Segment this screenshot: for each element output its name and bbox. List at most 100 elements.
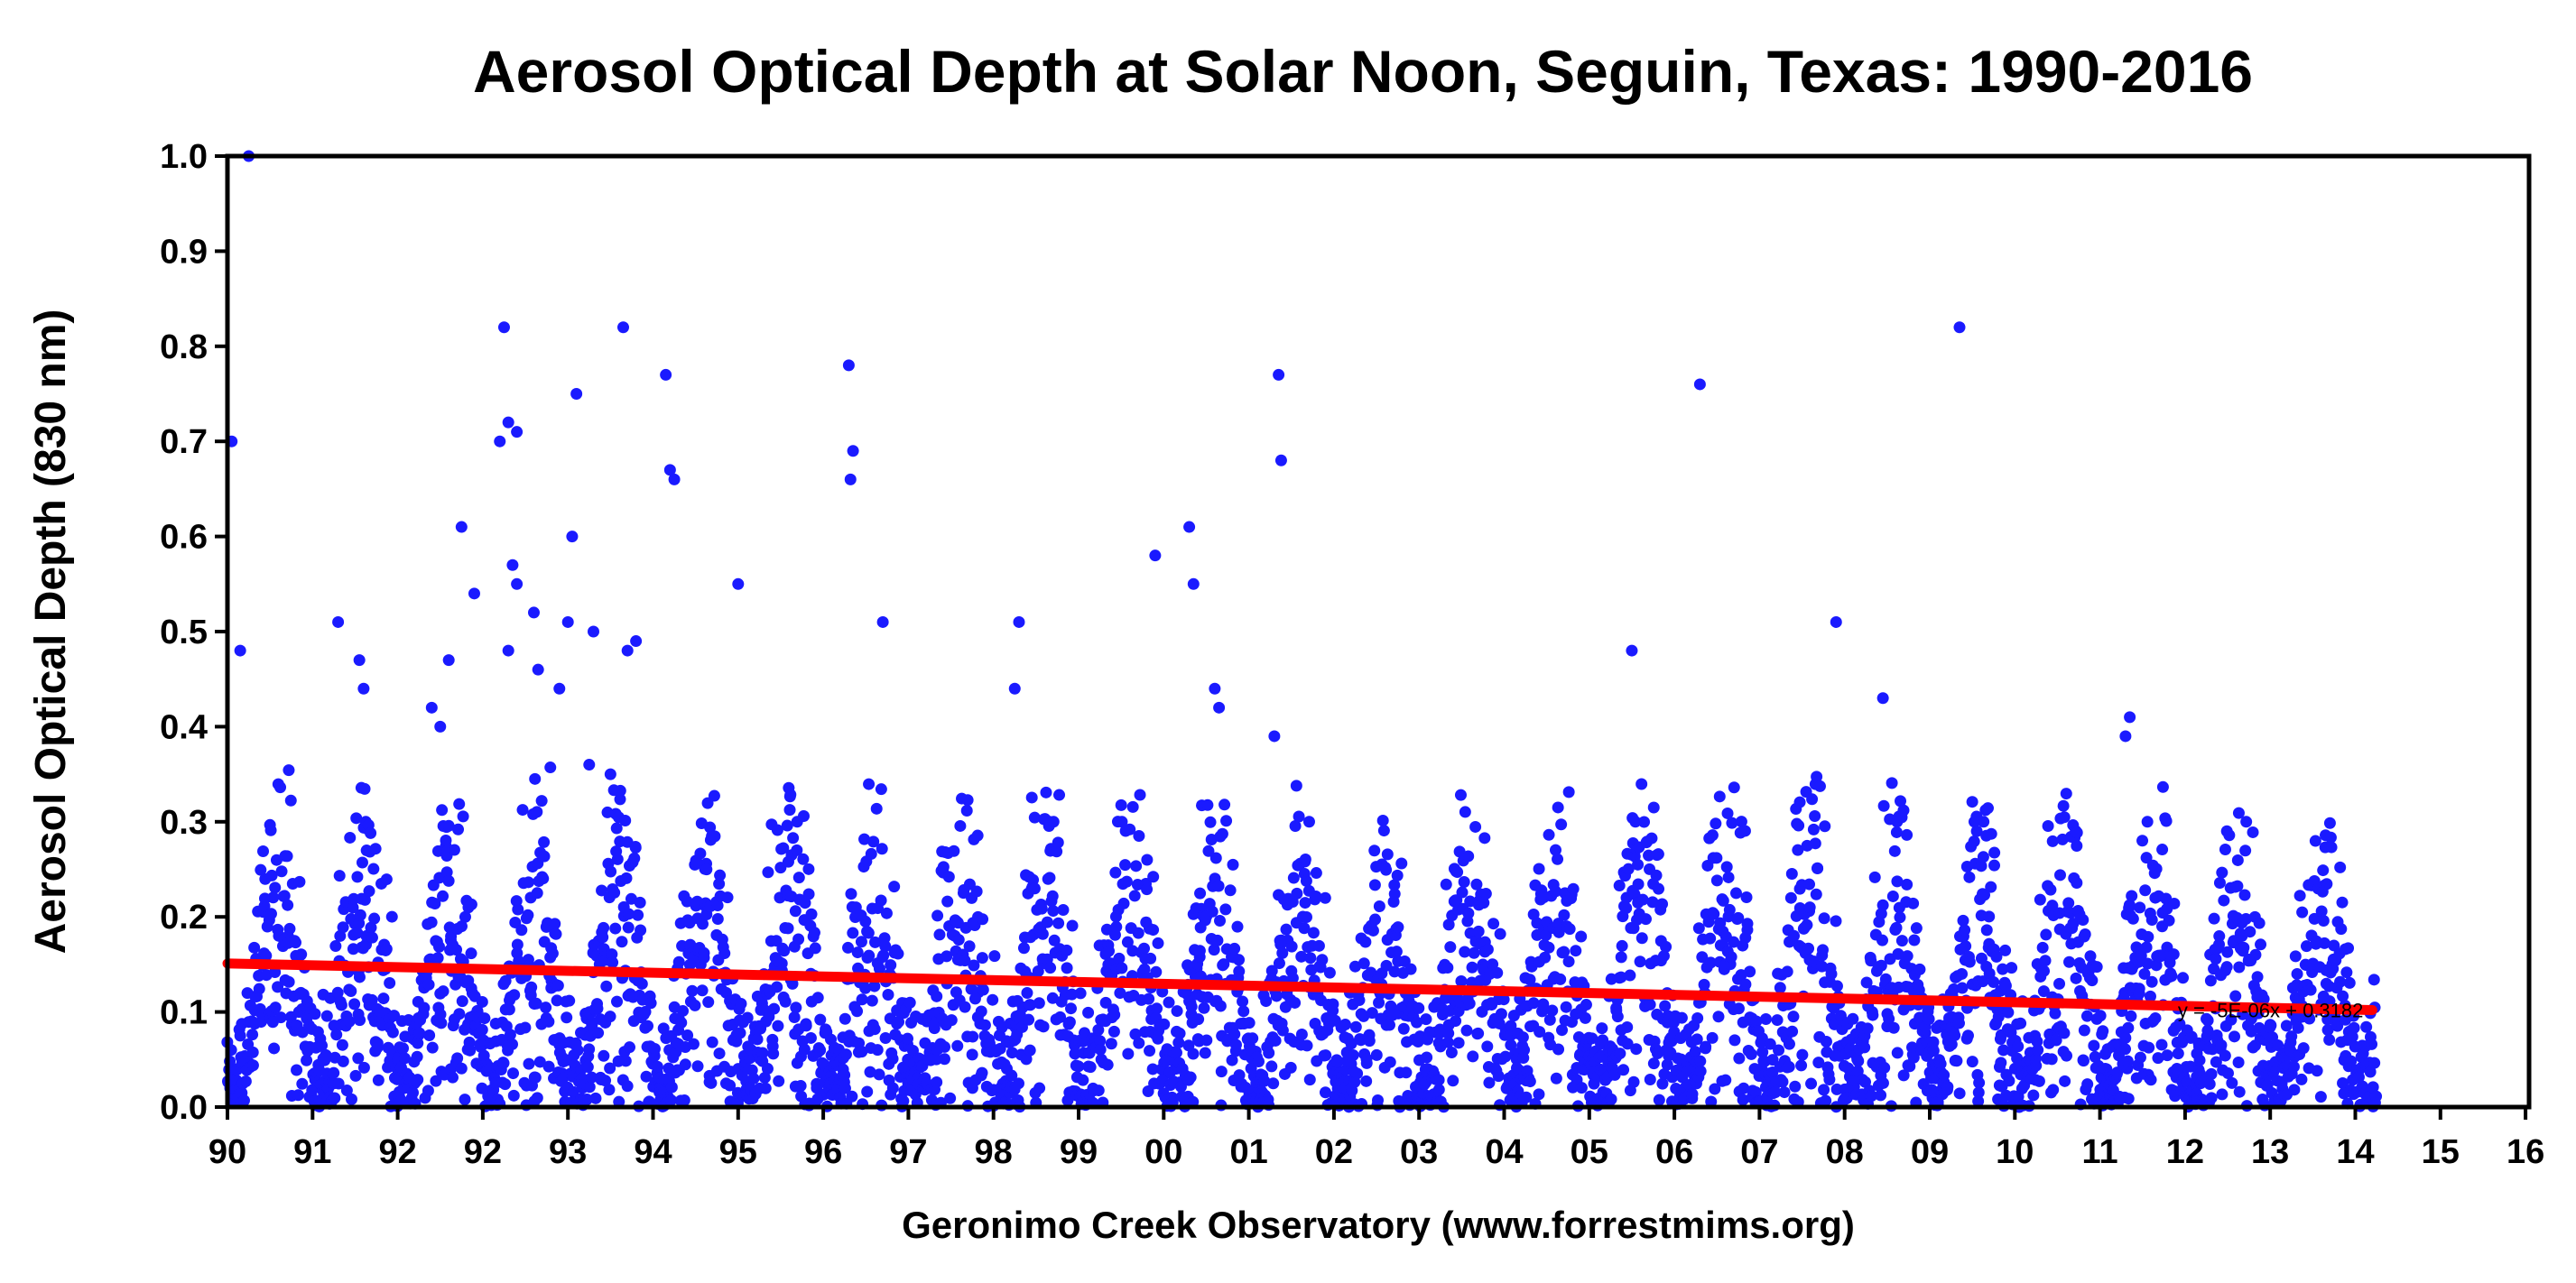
data-point [1319, 1086, 1331, 1099]
x-tick-label: 02 [1315, 1133, 1353, 1171]
data-point [1878, 1061, 1891, 1074]
data-point [440, 834, 452, 846]
data-point [2314, 1091, 2327, 1103]
data-point [1801, 918, 1813, 931]
data-point [331, 986, 344, 999]
data-point [1675, 1011, 1688, 1024]
data-point [2238, 941, 2250, 954]
data-point [1970, 825, 1983, 837]
data-point [1952, 1017, 1965, 1029]
data-point [2318, 937, 2330, 949]
data-point [1910, 922, 1923, 935]
data-point [2233, 961, 2246, 974]
data-point [1033, 997, 1045, 1010]
data-point [960, 805, 973, 817]
data-point [2218, 894, 2230, 907]
data-point [234, 644, 246, 657]
data-point [2167, 948, 2180, 961]
data-point [2037, 985, 2050, 998]
data-point [1061, 944, 1073, 956]
data-point [931, 990, 943, 1002]
data-point [1359, 936, 1372, 948]
data-point [2334, 861, 2347, 873]
data-point [1116, 816, 1128, 828]
data-point [1646, 896, 1659, 909]
data-point [1605, 1093, 1617, 1105]
data-point [1887, 1021, 1900, 1034]
data-point [332, 1077, 345, 1090]
data-point [358, 782, 371, 795]
trendline-group: y = -5E-06x + 0.3182 [222, 958, 2377, 1021]
data-point [794, 1080, 807, 1093]
data-point [1712, 1011, 1725, 1023]
data-point [961, 794, 974, 807]
x-tick-label: 98 [975, 1133, 1013, 1171]
data-point [2033, 1075, 2045, 1087]
data-point [570, 388, 583, 400]
data-point [599, 1075, 612, 1087]
data-point [1066, 988, 1079, 1001]
data-point [592, 1027, 605, 1039]
data-point [1130, 860, 1143, 872]
data-point [988, 950, 1001, 963]
data-point [1360, 1057, 1373, 1069]
data-point [1392, 921, 1404, 934]
data-point [1215, 1066, 1228, 1078]
data-point [2134, 901, 2146, 914]
data-point [234, 1029, 246, 1042]
data-point [1286, 972, 1299, 984]
data-point [978, 1019, 991, 1031]
data-point [713, 878, 726, 891]
data-point [771, 824, 783, 836]
data-point [2337, 990, 2349, 1002]
data-point [1293, 810, 1305, 823]
data-point [975, 1005, 987, 1018]
data-point [2309, 835, 2321, 847]
data-point [1830, 980, 1843, 992]
data-point [868, 1023, 881, 1036]
data-point [255, 863, 267, 876]
data-point [442, 874, 455, 887]
data-point [1624, 969, 1636, 982]
data-point [616, 321, 629, 334]
data-point [1470, 878, 1483, 891]
data-point [1531, 928, 1543, 941]
data-point [1988, 846, 2001, 859]
data-point [1052, 836, 1064, 849]
data-point [1372, 1094, 1385, 1106]
data-point [351, 927, 364, 939]
data-point [1260, 995, 1273, 1008]
data-point [1740, 891, 1753, 903]
data-point [1722, 871, 1735, 883]
data-point [1524, 1075, 1536, 1088]
data-point [1213, 701, 1226, 714]
data-point [553, 682, 566, 695]
data-point [771, 981, 783, 993]
data-point [779, 995, 792, 1008]
data-point [2253, 917, 2266, 929]
data-point [2297, 1042, 2310, 1055]
data-point [933, 928, 946, 941]
data-point [2059, 1075, 2071, 1087]
data-point [2201, 1014, 2214, 1027]
data-point [621, 1080, 634, 1093]
data-point [1639, 913, 1652, 926]
data-point [782, 922, 794, 935]
data-point [2156, 780, 2169, 793]
data-point [2044, 883, 2057, 896]
data-point [665, 1081, 678, 1094]
data-point [1643, 849, 1655, 862]
data-point [629, 840, 642, 853]
data-point [751, 1033, 764, 1046]
data-point [343, 1015, 356, 1028]
data-point [246, 1046, 259, 1058]
data-point [1072, 1060, 1085, 1073]
data-point [1980, 924, 1993, 937]
data-point [1652, 848, 1664, 861]
data-point [1972, 1086, 1985, 1099]
data-point [282, 899, 294, 911]
data-point [1395, 857, 1408, 870]
data-point [1128, 890, 1141, 902]
data-point [269, 1001, 282, 1014]
data-point [1644, 998, 1656, 1011]
